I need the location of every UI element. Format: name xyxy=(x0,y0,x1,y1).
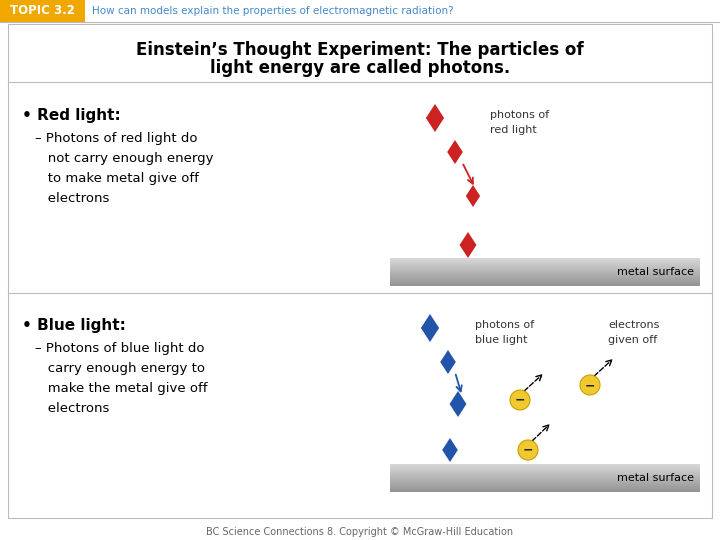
Bar xyxy=(390,476,700,477)
Bar xyxy=(390,274,700,275)
Bar xyxy=(390,269,700,270)
Bar xyxy=(390,260,700,261)
Bar xyxy=(390,479,700,480)
Bar xyxy=(0,0,85,22)
Bar xyxy=(390,284,700,285)
Bar xyxy=(390,491,700,492)
Bar xyxy=(390,270,700,271)
Text: • Blue light:: • Blue light: xyxy=(22,318,126,333)
Bar xyxy=(390,465,700,466)
Bar xyxy=(390,467,700,468)
Circle shape xyxy=(518,440,538,460)
Bar xyxy=(390,481,700,482)
Bar xyxy=(390,285,700,286)
Polygon shape xyxy=(447,140,463,164)
Bar xyxy=(390,273,700,274)
Text: • Red light:: • Red light: xyxy=(22,108,121,123)
Bar xyxy=(390,275,700,276)
Text: electrons: electrons xyxy=(608,320,660,330)
Text: given off: given off xyxy=(608,335,657,345)
Text: blue light: blue light xyxy=(475,335,528,345)
Bar xyxy=(390,469,700,470)
Polygon shape xyxy=(442,438,458,462)
Bar xyxy=(390,271,700,272)
Text: −: − xyxy=(515,394,526,407)
Polygon shape xyxy=(440,350,456,374)
Text: −: − xyxy=(523,444,534,457)
Text: −: − xyxy=(585,379,595,392)
Polygon shape xyxy=(449,391,467,417)
Bar xyxy=(390,489,700,490)
Bar xyxy=(390,262,700,263)
Bar xyxy=(390,259,700,260)
Bar xyxy=(390,264,700,265)
Bar xyxy=(390,279,700,280)
Circle shape xyxy=(510,390,530,410)
Polygon shape xyxy=(459,232,477,258)
Bar xyxy=(390,265,700,266)
Bar xyxy=(390,277,700,278)
Text: light energy are called photons.: light energy are called photons. xyxy=(210,59,510,77)
Bar xyxy=(390,472,700,473)
Bar xyxy=(390,488,700,489)
Bar xyxy=(390,266,700,267)
Bar xyxy=(390,473,700,474)
Circle shape xyxy=(580,375,600,395)
Text: red light: red light xyxy=(490,125,536,135)
Bar xyxy=(390,268,700,269)
Bar xyxy=(390,276,700,277)
Bar xyxy=(390,482,700,483)
Text: photons of: photons of xyxy=(490,110,549,120)
Bar xyxy=(390,477,700,478)
Bar xyxy=(390,272,700,273)
Text: TOPIC 3.2: TOPIC 3.2 xyxy=(9,4,74,17)
Text: photons of: photons of xyxy=(475,320,534,330)
Text: How can models explain the properties of electromagnetic radiation?: How can models explain the properties of… xyxy=(92,6,454,16)
Text: metal surface: metal surface xyxy=(617,267,694,277)
Bar xyxy=(390,478,700,479)
Bar xyxy=(390,475,700,476)
Bar xyxy=(390,278,700,279)
Text: – Photons of red light do
   not carry enough energy
   to make metal give off
 : – Photons of red light do not carry enou… xyxy=(35,132,214,205)
Bar xyxy=(390,283,700,284)
Bar xyxy=(390,471,700,472)
Bar xyxy=(390,263,700,264)
Polygon shape xyxy=(426,104,444,132)
Bar xyxy=(390,280,700,281)
Bar xyxy=(390,474,700,475)
Polygon shape xyxy=(421,314,439,342)
Bar xyxy=(390,490,700,491)
Bar xyxy=(390,470,700,471)
Bar xyxy=(390,261,700,262)
Bar xyxy=(390,485,700,486)
Bar xyxy=(390,258,700,259)
Bar xyxy=(390,487,700,488)
Bar xyxy=(390,466,700,467)
Text: metal surface: metal surface xyxy=(617,473,694,483)
Bar xyxy=(390,480,700,481)
Bar xyxy=(390,282,700,283)
Bar xyxy=(390,468,700,469)
Text: Einstein’s Thought Experiment: The particles of: Einstein’s Thought Experiment: The parti… xyxy=(136,41,584,59)
Bar xyxy=(390,483,700,484)
Bar xyxy=(390,484,700,485)
Bar xyxy=(390,486,700,487)
Text: – Photons of blue light do
   carry enough energy to
   make the metal give off
: – Photons of blue light do carry enough … xyxy=(35,342,207,415)
Polygon shape xyxy=(466,185,480,207)
Text: BC Science Connections 8. Copyright © McGraw-Hill Education: BC Science Connections 8. Copyright © Mc… xyxy=(207,527,513,537)
Bar xyxy=(390,464,700,465)
Bar xyxy=(390,281,700,282)
Bar xyxy=(390,267,700,268)
